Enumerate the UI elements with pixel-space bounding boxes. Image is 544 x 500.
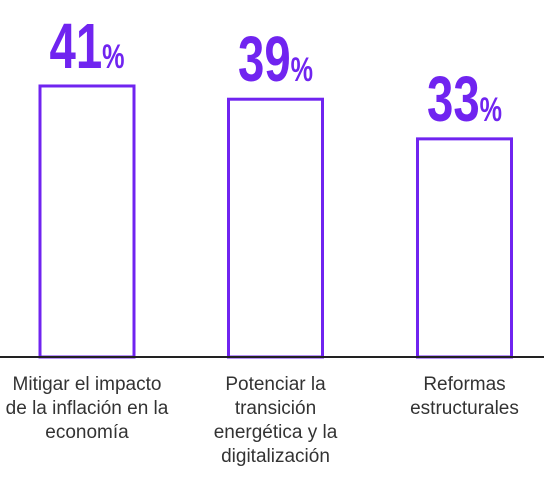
value-label: 41% <box>49 10 124 82</box>
x-tick-label: Mitigar el impacto de la inflación en la… <box>5 374 169 443</box>
bar <box>416 137 513 359</box>
bar <box>38 84 136 359</box>
x-tick-label: Reformas estructurales <box>410 374 519 419</box>
value-label: 39% <box>238 23 313 95</box>
value-label: 33% <box>427 63 502 135</box>
bar <box>227 97 324 359</box>
x-tick-label: Potenciar la transición energética y la … <box>213 374 338 467</box>
